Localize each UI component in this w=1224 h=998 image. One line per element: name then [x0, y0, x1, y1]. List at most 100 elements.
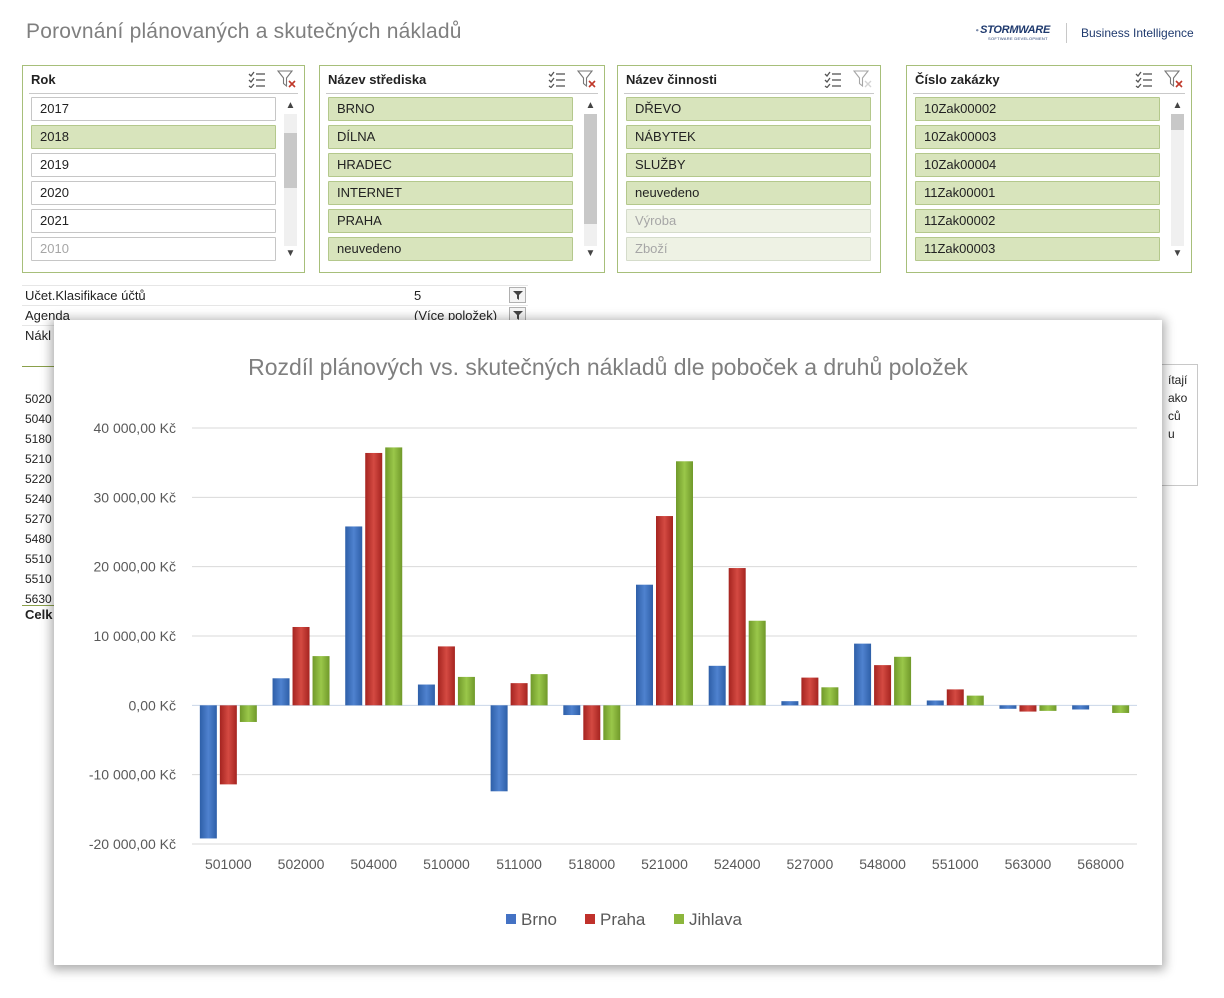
bar-brno-548000[interactable]	[854, 643, 872, 706]
bar-jihlava-510000[interactable]	[457, 676, 475, 706]
bar-brno-511000[interactable]	[490, 705, 508, 792]
bar-praha-548000[interactable]	[874, 665, 892, 706]
slicer-item[interactable]: HRADEC	[328, 153, 573, 177]
scroll-down-icon[interactable]: ▼	[1172, 248, 1183, 259]
bar-brno-510000[interactable]	[417, 684, 435, 706]
bar-brno-551000[interactable]	[926, 700, 944, 706]
bar-jihlava-563000[interactable]	[1039, 705, 1057, 711]
bar-brno-563000[interactable]	[999, 705, 1017, 709]
bar-jihlava-527000[interactable]	[821, 687, 839, 706]
scroll-down-icon[interactable]: ▼	[285, 248, 296, 259]
scroll-thumb[interactable]	[1171, 114, 1184, 130]
slicer-item[interactable]: 11Zak00001	[915, 181, 1160, 205]
slicer-item[interactable]: 10Zak00002	[915, 97, 1160, 121]
chart-panel[interactable]: Rozdíl plánových vs. skutečných nákladů …	[54, 320, 1162, 965]
bar-jihlava-551000[interactable]	[966, 695, 984, 706]
y-tick-label: 10 000,00 Kč	[93, 628, 176, 644]
slicer-scrollbar[interactable]: ▲ ▼	[582, 97, 599, 263]
clear-filter-icon[interactable]	[1164, 70, 1184, 89]
clear-filter-icon[interactable]	[277, 70, 297, 89]
bar-jihlava-511000[interactable]	[530, 674, 548, 706]
x-tick-label: 510000	[423, 856, 470, 872]
bar-jihlava-548000[interactable]	[894, 656, 912, 706]
pivot-row-codes: 5020 5040 5180 5210 5220 5240 5270 5480 5510 5510…	[25, 389, 52, 609]
multi-select-icon[interactable]	[548, 71, 566, 88]
scroll-up-icon[interactable]: ▲	[585, 100, 596, 111]
bar-brno-504000[interactable]	[345, 526, 363, 706]
x-tick-label: 524000	[714, 856, 761, 872]
slicer-item[interactable]: NÁBYTEK	[626, 125, 871, 149]
slicer-item[interactable]: INTERNET	[328, 181, 573, 205]
bar-praha-524000[interactable]	[728, 568, 746, 706]
scroll-track[interactable]	[1171, 114, 1184, 246]
multi-select-icon[interactable]	[248, 71, 266, 88]
bar-jihlava-518000[interactable]	[603, 705, 621, 740]
bar-jihlava-524000[interactable]	[748, 620, 766, 706]
slicer-item[interactable]: Výroba	[626, 209, 871, 233]
legend-swatch-brno	[506, 914, 516, 924]
slicer-scrollbar[interactable]: ▲ ▼	[282, 97, 299, 263]
filter-dropdown-button[interactable]	[509, 287, 526, 303]
bar-praha-563000[interactable]	[1019, 705, 1037, 712]
slicer-item[interactable]: 2021	[31, 209, 276, 233]
bar-praha-504000[interactable]	[365, 452, 383, 706]
slicer-scrollbar[interactable]: ▲ ▼	[1169, 97, 1186, 263]
bar-jihlava-501000[interactable]	[239, 705, 257, 722]
bar-jihlava-568000[interactable]	[1112, 705, 1130, 713]
bar-praha-551000[interactable]	[946, 689, 964, 706]
slicer-item[interactable]: 11Zak00003	[915, 237, 1160, 261]
slicer-nazev-strediska: Název střediska BRNO DÍLNA HRADEC INTERNET PR…	[319, 65, 605, 273]
legend-label-jihlava: Jihlava	[689, 910, 742, 929]
slicer-item[interactable]: neuvedeno	[626, 181, 871, 205]
slicer-title: Název činnosti	[626, 72, 718, 87]
scroll-thumb[interactable]	[284, 133, 297, 188]
bar-brno-568000[interactable]	[1072, 705, 1090, 710]
slicer-item[interactable]: PRAHA	[328, 209, 573, 233]
slicer-item[interactable]: 2010	[31, 237, 276, 261]
clear-filter-icon[interactable]	[853, 70, 873, 89]
bar-brno-524000[interactable]	[708, 665, 726, 706]
slicer-item[interactable]: DÍLNA	[328, 125, 573, 149]
bar-jihlava-521000[interactable]	[676, 461, 693, 706]
bar-praha-501000[interactable]	[219, 705, 237, 785]
slicer-item[interactable]: Zboží	[626, 237, 871, 261]
pivot-total-line	[22, 605, 62, 606]
slicer-header: Název střediska	[320, 66, 604, 94]
scroll-thumb[interactable]	[584, 114, 597, 224]
bar-brno-527000[interactable]	[781, 701, 799, 706]
slicer-item[interactable]: 2019	[31, 153, 276, 177]
bar-brno-521000[interactable]	[636, 584, 653, 706]
slicer-item[interactable]: neuvedeno	[328, 237, 573, 261]
slicer-item[interactable]: 2017	[31, 97, 276, 121]
bar-jihlava-502000[interactable]	[312, 656, 330, 706]
filter-dropdown-button[interactable]	[509, 307, 526, 323]
slicer-item[interactable]: 10Zak00004	[915, 153, 1160, 177]
bar-praha-511000[interactable]	[510, 683, 528, 706]
bar-praha-518000[interactable]	[583, 705, 601, 740]
multi-select-icon[interactable]	[1135, 71, 1153, 88]
slicer-header-divider	[326, 93, 598, 94]
slicer-item[interactable]: 10Zak00003	[915, 125, 1160, 149]
scroll-up-icon[interactable]: ▲	[1172, 100, 1183, 111]
slicer-item[interactable]: 11Zak00002	[915, 209, 1160, 233]
bar-jihlava-504000[interactable]	[385, 447, 403, 706]
scroll-down-icon[interactable]: ▼	[585, 248, 596, 259]
bar-praha-502000[interactable]	[292, 626, 310, 706]
bar-praha-510000[interactable]	[437, 646, 455, 706]
bar-brno-501000[interactable]	[199, 705, 217, 839]
scroll-up-icon[interactable]: ▲	[285, 100, 296, 111]
bar-praha-527000[interactable]	[801, 677, 819, 706]
clear-filter-icon[interactable]	[577, 70, 597, 89]
slicer-item[interactable]: SLUŽBY	[626, 153, 871, 177]
slicer-item[interactable]: 2018	[31, 125, 276, 149]
slicer-item[interactable]: DŘEVO	[626, 97, 871, 121]
multi-select-icon[interactable]	[824, 71, 842, 88]
pivot-row-code: 5040	[25, 412, 52, 426]
bar-praha-521000[interactable]	[656, 516, 673, 706]
slicer-item[interactable]: 2020	[31, 181, 276, 205]
bar-brno-518000[interactable]	[563, 705, 581, 716]
slicer-item[interactable]: BRNO	[328, 97, 573, 121]
slicer-items: 10Zak00002 10Zak00003 10Zak00004 11Zak00001…	[915, 97, 1160, 265]
pivot-header-line	[22, 366, 62, 367]
bar-brno-502000[interactable]	[272, 678, 290, 706]
